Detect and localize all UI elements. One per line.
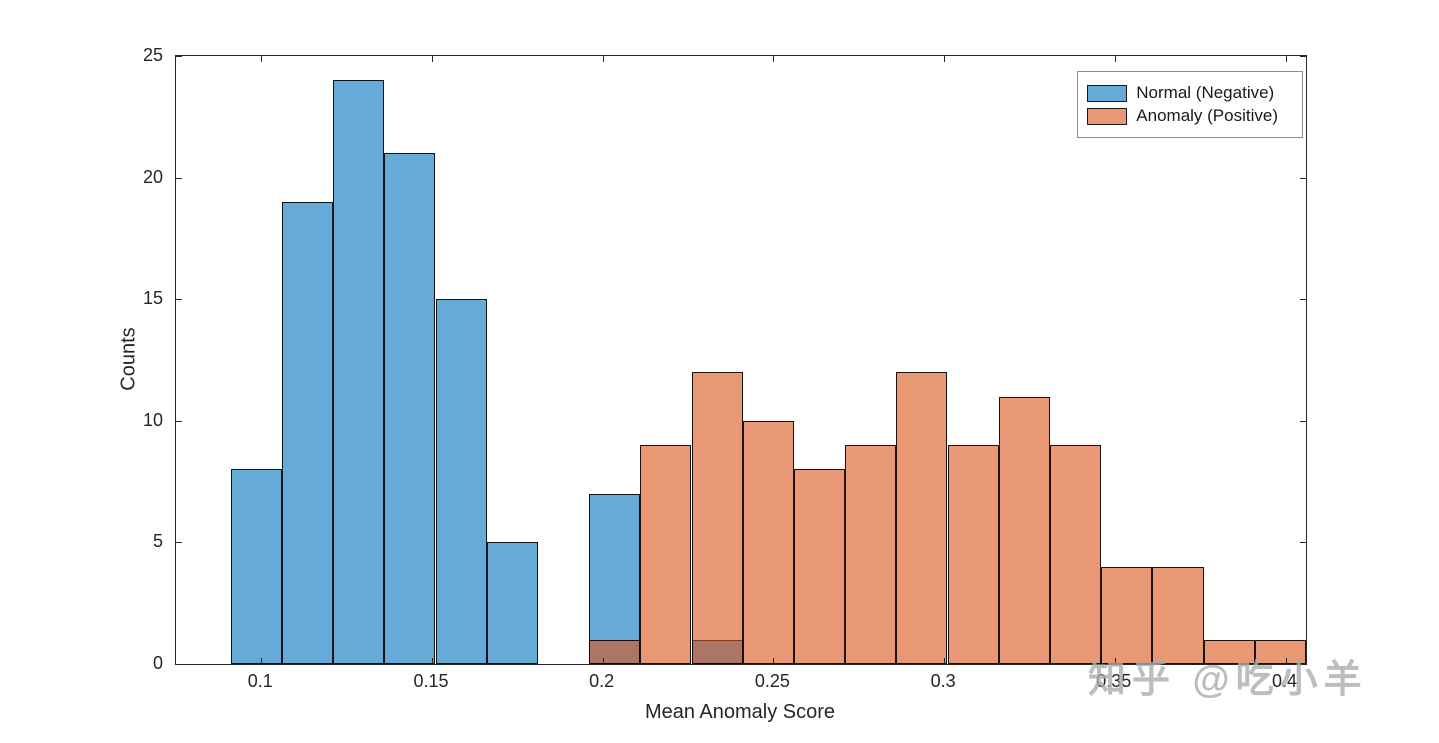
histogram-bar [435, 299, 487, 664]
x-tick [602, 658, 604, 664]
histogram-bar [640, 445, 692, 664]
histogram-bar [1254, 639, 1306, 664]
y-tick [176, 177, 182, 179]
histogram-bar [896, 372, 948, 664]
histogram-bar [845, 445, 897, 664]
y-tick-label: 0 [152, 653, 163, 673]
legend-item-anomaly: Anomaly (Positive) [1087, 106, 1278, 126]
x-axis-label: Mean Anomaly Score [644, 701, 836, 723]
histogram-bar [589, 639, 641, 664]
x-tick [432, 658, 433, 664]
y-tick [1300, 542, 1306, 544]
histogram-bar [1050, 445, 1102, 664]
y-tick [1300, 299, 1306, 301]
x-tick-label: 0.2 [589, 671, 615, 691]
x-tick-label: 0.35 [1096, 671, 1132, 691]
y-tick [176, 664, 182, 665]
x-tick [1114, 56, 1116, 62]
x-tick [602, 56, 604, 62]
legend: Normal (Negative) Anomaly (Positive) [1077, 71, 1303, 138]
y-tick [1300, 664, 1306, 665]
x-tick [1285, 56, 1287, 62]
histogram-bar [281, 201, 333, 664]
x-tick [1114, 658, 1116, 664]
y-tick [176, 420, 182, 422]
y-tick-label: 25 [142, 45, 163, 65]
x-tick-label: 0.1 [247, 671, 273, 691]
y-tick [176, 542, 182, 544]
x-tick [773, 56, 775, 62]
plot-area: Normal (Negative) Anomaly (Positive) [175, 55, 1307, 665]
x-tick-label: 0.3 [930, 671, 956, 691]
histogram-bar [230, 469, 282, 664]
histogram-bar [998, 396, 1050, 664]
x-tick [944, 56, 946, 62]
y-tick-label: 10 [142, 409, 163, 430]
y-axis-label: Counts [117, 327, 140, 391]
x-tick [261, 658, 263, 664]
x-tick-label: 0.25 [754, 671, 790, 691]
x-tick [1285, 658, 1287, 664]
histogram-bar [947, 445, 999, 664]
histogram-bar [486, 542, 538, 664]
series-layer-0 [176, 56, 1306, 664]
y-tick [1300, 177, 1306, 179]
series-layer-1 [176, 56, 1306, 664]
y-tick-label: 5 [152, 531, 163, 552]
y-tick [1300, 56, 1306, 57]
x-tick [773, 658, 775, 664]
y-tick [176, 299, 182, 301]
x-tick-label: 0.15 [413, 671, 449, 691]
x-tick [944, 658, 946, 664]
histogram-bar [742, 420, 794, 664]
histogram-bar [691, 372, 743, 664]
legend-label-anomaly: Anomaly (Positive) [1136, 106, 1278, 125]
histogram-bar [1203, 639, 1255, 664]
x-tick-label: 0.4 [1271, 671, 1298, 691]
y-tick-label: 15 [142, 288, 163, 309]
watermark: 知乎 @吃小羊 [1088, 659, 1368, 701]
legend-swatch-anomaly-icon [1087, 107, 1128, 125]
histogram-bar [384, 153, 436, 664]
histogram-bar [1101, 566, 1153, 664]
histogram-bar [1152, 566, 1204, 664]
x-tick [261, 56, 263, 62]
histogram-bar [333, 80, 385, 664]
x-tick [432, 56, 433, 62]
legend-swatch-normal-icon [1087, 84, 1128, 102]
legend-label-normal: Normal (Negative) [1136, 83, 1275, 102]
y-tick [1300, 420, 1306, 422]
y-tick-label: 20 [142, 166, 163, 187]
histogram-bar [589, 493, 641, 664]
y-tick [176, 56, 182, 57]
legend-item-normal: Normal (Negative) [1087, 83, 1278, 103]
histogram-bar [793, 469, 846, 664]
